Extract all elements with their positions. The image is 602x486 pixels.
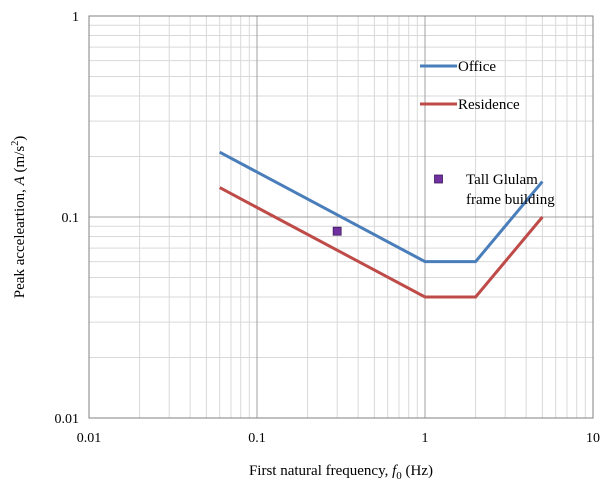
legend-label-tall-glulam-frame-building: frame building <box>466 192 555 208</box>
x-tick-label: 10 <box>586 431 600 446</box>
legend-label-office: Office <box>458 59 496 75</box>
legend-label-residence: Residence <box>458 97 520 113</box>
legend-label-tall-glulam-frame-building: Tall Glulam <box>466 172 538 188</box>
legend-swatch-tall-glulam-frame-building <box>434 174 443 184</box>
series-line-residence <box>218 186 544 299</box>
y-axis-title: Peak accelеartion, A (m/s2) <box>10 136 28 298</box>
legend: Office Residence Tall Glulam frame building <box>420 59 555 208</box>
x-tick-label: 1 <box>422 431 429 446</box>
x-tick-label: 0.1 <box>248 431 266 446</box>
y-tick-label: 0.01 <box>55 412 80 427</box>
series-line-office <box>218 150 544 264</box>
series-layer <box>218 150 544 299</box>
x-axis-title: First natural frequency, f0 (Hz) <box>249 463 433 482</box>
y-tick-label: 0.1 <box>62 211 80 226</box>
x-tick-label: 0.01 <box>77 431 102 446</box>
tick-labels: 0.01 0.1 1 10 0.01 0.1 1 <box>55 10 601 446</box>
plot-area-frame <box>88 15 594 419</box>
y-tick-label: 1 <box>72 10 79 25</box>
data-point-tall-glulam-frame-building <box>332 226 342 236</box>
